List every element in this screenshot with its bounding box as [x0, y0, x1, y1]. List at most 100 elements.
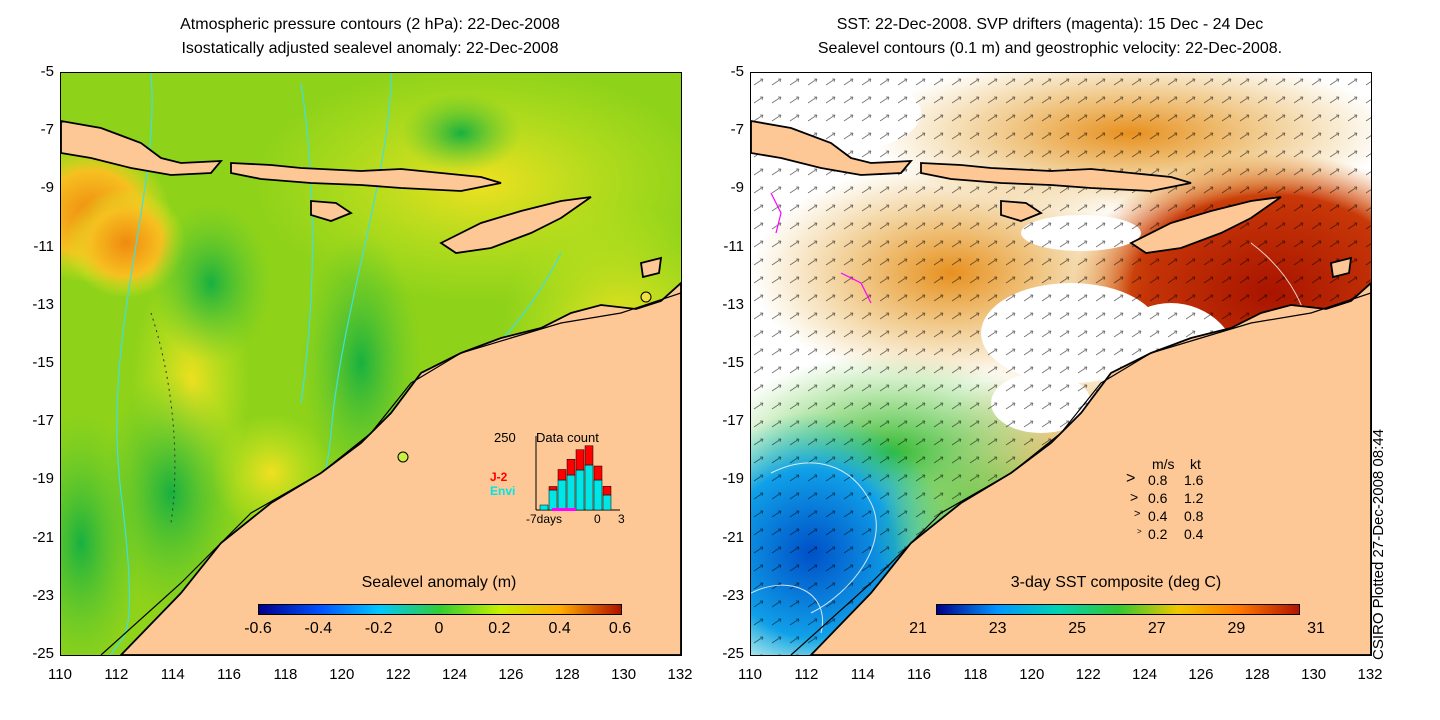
velocity-kt-value: 0.8: [1184, 508, 1204, 524]
histogram-bar-j2: [584, 445, 594, 466]
latitude-tick-label: -15: [32, 354, 54, 371]
histogram-bar-envi: [584, 464, 594, 511]
latitude-tick-label: -19: [32, 470, 54, 488]
longitude-tick-label: 112: [794, 666, 819, 683]
velocity-arrow-icon: >: [1134, 508, 1141, 520]
velocity-legend-row: > 0.2 0.4: [1120, 526, 1240, 544]
velocity-kt-value: 1.6: [1184, 472, 1204, 488]
longitude-tick-label: 126: [1188, 666, 1214, 683]
velocity-arrow-icon: >: [1126, 470, 1136, 487]
drifter-tracks: [770, 192, 872, 304]
histogram-bar-j2: [557, 469, 567, 481]
velocity-legend-row: > 0.4 0.8: [1120, 508, 1240, 526]
data-count-x-zero: 0: [594, 512, 601, 526]
histogram-bar-envi: [602, 494, 612, 511]
latitude-tick-label: -13: [722, 295, 744, 313]
left-colorbar-gradient: [258, 604, 622, 615]
velocity-ms-value: 0.4: [1148, 508, 1168, 524]
latitude-tick-label: -5: [730, 63, 744, 80]
longitude-tick-label: 118: [273, 666, 298, 683]
station-marker: [640, 291, 652, 303]
velocity-arrow-icon: >: [1137, 527, 1142, 536]
histogram-bar-envi: [593, 479, 603, 511]
latitude-tick-label: -11: [723, 237, 744, 255]
latitude-tick-label: -23: [722, 586, 744, 604]
latitude-tick-label: -9: [730, 179, 744, 197]
plot-timestamp: CSIRO Plotted 27-Dec-2008 08:44: [1370, 429, 1387, 660]
velocity-kt-value: 1.2: [1184, 490, 1204, 506]
longitude-tick-label: 118: [963, 666, 988, 683]
latitude-tick-label: -25: [32, 645, 54, 662]
longitude-tick-label: 120: [329, 666, 355, 683]
colorbar-tick-label: 0: [434, 620, 444, 637]
histogram-bar-j2: [575, 449, 585, 471]
latitude-tick-label: -7: [730, 121, 744, 139]
longitude-tick-label: 116: [907, 666, 932, 683]
latitude-tick-label: -17: [32, 412, 54, 430]
latitude-tick-label: -21: [32, 528, 54, 546]
left-colorbar-label: Sealevel anomaly (m): [361, 574, 517, 591]
right-colorbar-ticks: 21 23 25 27 29 31: [909, 620, 1325, 640]
latitude-tick-label: -21: [722, 528, 744, 546]
latitude-tick-label: -15: [722, 354, 744, 371]
left-colorbar-ticks: -0.6 -0.4 -0.2 0 0.2 0.4 0.6: [244, 620, 631, 640]
colorbar-tick-label: 21: [909, 620, 927, 637]
histogram-bar-j2: [602, 486, 612, 496]
longitude-tick-label: 114: [850, 666, 875, 683]
legend-j2: J-2: [490, 470, 508, 484]
colorbar-tick-label: -0.6: [244, 620, 272, 637]
sealevel-anomaly-map-canvas: [61, 73, 681, 655]
longitude-tick-label: 126: [498, 666, 524, 683]
latitude-tick-label: -13: [32, 295, 54, 313]
histogram-bar-envi: [575, 469, 585, 511]
histogram-bar-envi: [548, 489, 558, 511]
longitude-tick-label: 116: [217, 666, 242, 683]
legend-envi: Envi: [490, 484, 516, 498]
colorbar-tick-label: -0.4: [304, 620, 333, 637]
right-colorbar-label: 3-day SST composite (deg C): [1010, 574, 1222, 591]
shelf-contour: [790, 292, 1371, 655]
data-count-title: Data count: [536, 430, 599, 445]
longitude-tick-label: 110: [48, 666, 72, 683]
colorbar-tick-label: 31: [1307, 620, 1325, 637]
histogram-bar-j2: [566, 459, 576, 476]
right-map-subtitle: Sealevel contours (0.1 m) and geostrophi…: [817, 40, 1283, 57]
longitude-tick-label: 120: [1019, 666, 1045, 683]
right-colorbar-gradient: [936, 604, 1300, 615]
left-map-subtitle: Isostatically adjusted sealevel anomaly:…: [181, 40, 559, 57]
colorbar-tick-label: 27: [1147, 620, 1166, 637]
histogram-bar-envi: [566, 474, 576, 511]
colorbar-tick-label: 0.6: [608, 620, 632, 637]
velocity-legend-kt-header: kt: [1190, 456, 1201, 472]
latitude-tick-label: -11: [33, 237, 54, 255]
velocity-arrow-icon: >: [1130, 489, 1139, 505]
velocity-legend-row: > 0.6 1.2: [1120, 489, 1240, 508]
landmass: [751, 120, 1371, 655]
latitude-tick-label: -7: [40, 121, 54, 139]
latitude-tick-label: -19: [722, 470, 744, 488]
right-map-title: SST: 22-Dec-2008. SVP drifters (magenta)…: [836, 16, 1264, 33]
dotted-contour: [150, 312, 176, 524]
colorbar-tick-label: 25: [1068, 620, 1087, 637]
longitude-tick-label: 124: [1132, 666, 1158, 683]
station-marker: [397, 451, 409, 463]
velocity-ms-value: 0.6: [1148, 490, 1168, 506]
longitude-tick-label: 122: [385, 666, 411, 683]
latitude-tick-label: -9: [40, 179, 54, 197]
colorbar-tick-label: 0.2: [488, 620, 511, 637]
histogram-bar-envi: [557, 479, 567, 511]
histogram-bar-j2: [548, 486, 558, 491]
latitude-tick-label: -23: [32, 586, 54, 604]
longitude-tick-label: 128: [554, 666, 580, 683]
velocity-ms-value: 0.2: [1148, 526, 1168, 542]
colorbar-tick-label: 29: [1227, 620, 1246, 637]
data-count-inset: 250 Data count J-2 Envi -7days 0 3: [490, 428, 640, 528]
sealevel-anomaly-map: [60, 72, 682, 656]
left-colorbar: Sealevel anomaly (m) -0.6 -0.4 -0.2 0 0.2 0.4…: [244, 572, 631, 642]
histogram-bar-envi: [539, 504, 549, 511]
longitude-tick-label: 132: [667, 666, 693, 683]
velocity-legend-row: > 0.8 1.6: [1120, 470, 1240, 490]
longitude-tick-label: 112: [104, 666, 129, 683]
data-count-x-start: -7days: [526, 512, 563, 526]
data-count-max: 250: [494, 430, 516, 445]
